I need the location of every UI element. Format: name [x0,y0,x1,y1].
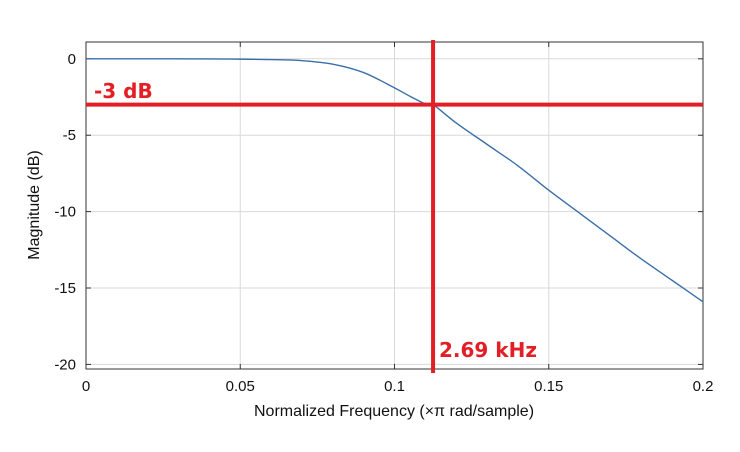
x-tick-label-3: 0.15 [534,378,563,395]
y-tick-label-2: -10 [54,204,76,221]
x-tick-label-2: 0.1 [384,378,405,395]
y-axis-label: Magnitude (dB) [26,150,43,259]
cutoff-db-label: -3 dB [94,79,153,103]
x-tick-label-4: 0.2 [693,378,714,395]
y-tick-label-1: -5 [63,127,76,144]
cutoff-freq-label: 2.69 kHz [439,338,537,362]
y-tick-label-3: -15 [54,280,76,297]
x-tick-label-1: 0.05 [226,378,255,395]
tick-labels: 0 0.05 0.1 0.15 0.2 0 -5 -10 -15 -20 [54,51,713,395]
y-tick-label-4: -20 [54,356,76,373]
x-tick-label-0: 0 [82,378,90,395]
y-tick-label-0: 0 [68,51,76,68]
x-axis-label: Normalized Frequency (×π rad/sample) [254,403,534,420]
